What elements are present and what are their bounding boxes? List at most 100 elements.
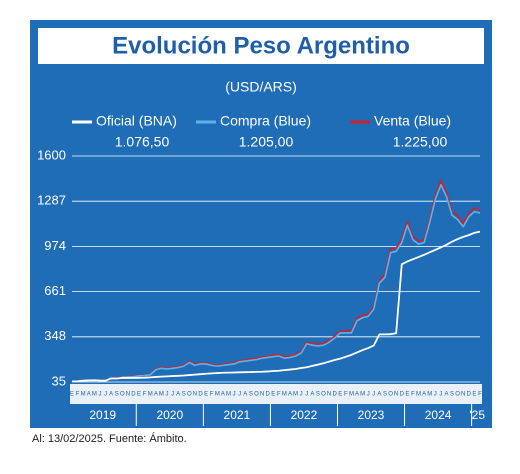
x-tick-label: J [98, 392, 101, 398]
x-tick-label: J [434, 392, 437, 398]
x-tick-label: S [182, 392, 186, 398]
x-tick-label: E [405, 392, 409, 398]
x-tick-label: O [254, 392, 259, 398]
year-label: '25 [469, 408, 485, 422]
chart-subtitle: (USD/ARS) [225, 79, 297, 95]
x-tick-label: F [478, 392, 482, 398]
x-tick-label: M [81, 392, 86, 398]
x-tick-label: M [349, 392, 354, 398]
year-label: 2023 [358, 408, 385, 422]
legend-value: 1.205,00 [239, 134, 294, 150]
x-tick-label: A [176, 392, 180, 398]
x-tick-label: J [305, 392, 308, 398]
x-tick-label: S [450, 392, 454, 398]
x-tick-label: A [288, 392, 292, 398]
x-tick-label: N [394, 392, 398, 398]
x-tick-label: M [360, 392, 365, 398]
year-label: 2020 [156, 408, 183, 422]
x-tick-label: F [76, 392, 80, 398]
x-tick-label: M [427, 392, 432, 398]
x-tick-label: S [249, 392, 253, 398]
x-tick-label: M [215, 392, 220, 398]
x-tick-label: A [109, 392, 113, 398]
x-tick-label: E [137, 392, 141, 398]
x-tick-label: A [355, 392, 359, 398]
x-tick-label: D [265, 392, 270, 398]
x-tick-label: A [154, 392, 158, 398]
x-tick-label: D [131, 392, 136, 398]
x-tick-label: E [472, 392, 476, 398]
legend-label: Oficial (BNA) [96, 113, 177, 129]
x-tick-label: O [388, 392, 393, 398]
x-tick-label: S [316, 392, 320, 398]
x-tick-label: E [338, 392, 342, 398]
year-label: 2019 [89, 408, 116, 422]
x-tick-label: N [193, 392, 197, 398]
x-tick-label: A [87, 392, 91, 398]
legend-label: Compra (Blue) [220, 113, 311, 129]
y-tick-label: 35 [52, 373, 66, 388]
title-box [38, 28, 484, 64]
x-tick-label: A [243, 392, 247, 398]
x-tick-label: A [221, 392, 225, 398]
year-label: 2022 [291, 408, 318, 422]
y-tick-label: 1287 [37, 193, 66, 208]
x-tick-label: J [171, 392, 174, 398]
year-label: 2024 [425, 408, 452, 422]
x-tick-label: F [411, 392, 415, 398]
x-tick-label: O [187, 392, 192, 398]
series-line [71, 184, 481, 383]
x-tick-label: J [238, 392, 241, 398]
x-tick-label: F [277, 392, 281, 398]
y-tick-label: 1600 [37, 147, 66, 162]
y-tick-label: 974 [44, 238, 66, 253]
x-tick-label: J [233, 392, 236, 398]
x-tick-label: D [467, 392, 472, 398]
x-tick-label: M [148, 392, 153, 398]
x-tick-label: F [143, 392, 147, 398]
x-tick-label: E [70, 392, 74, 398]
note: Al: 13/02/2025. Fuente: Ámbito. [32, 432, 187, 445]
legend-label: Venta (Blue) [374, 113, 451, 129]
x-tick-label: M [282, 392, 287, 398]
frame [30, 20, 492, 428]
x-tick-label: O [120, 392, 125, 398]
y-tick-label: 661 [44, 283, 66, 298]
x-tick-label: A [422, 392, 426, 398]
legend-value: 1.225,00 [393, 134, 448, 150]
x-tick-label: A [377, 392, 381, 398]
x-tick-label: E [271, 392, 275, 398]
x-tick-label: N [327, 392, 331, 398]
x-tick-label: M [92, 392, 97, 398]
x-tick-label: J [104, 392, 107, 398]
x-tick-label: J [367, 392, 370, 398]
x-tick-label: M [226, 392, 231, 398]
x-tick-label: J [439, 392, 442, 398]
x-tick-label: D [333, 392, 338, 398]
x-tick-label: S [115, 392, 119, 398]
x-tick-label: J [166, 392, 169, 398]
x-tick-label: E [204, 392, 208, 398]
legend-value: 1.076,50 [115, 134, 170, 150]
x-tick-label: N [461, 392, 465, 398]
x-tick-label: F [344, 392, 348, 398]
x-tick-label: A [444, 392, 448, 398]
y-tick-label: 348 [44, 328, 66, 343]
x-tick-label: M [416, 392, 421, 398]
x-tick-label: J [372, 392, 375, 398]
x-tick-label: F [210, 392, 214, 398]
x-tick-label: J [300, 392, 303, 398]
x-tick-label: D [400, 392, 405, 398]
chart-title: Evolución Peso Argentino [112, 32, 410, 59]
x-tick-label: N [126, 392, 130, 398]
x-tick-label: M [293, 392, 298, 398]
x-tick-label: S [383, 392, 387, 398]
x-tick-label: N [260, 392, 264, 398]
x-tick-label: D [198, 392, 203, 398]
series-line [71, 230, 481, 383]
month-strip [70, 384, 482, 404]
x-tick-label: O [321, 392, 326, 398]
x-tick-label: A [310, 392, 314, 398]
x-tick-label: M [159, 392, 164, 398]
